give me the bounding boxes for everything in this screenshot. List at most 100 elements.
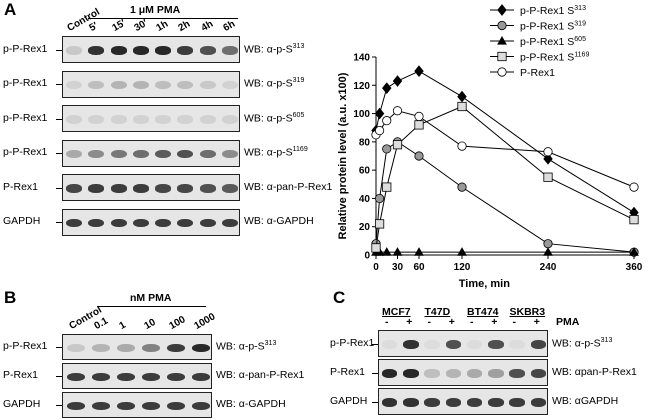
pma-sign-1: + — [406, 316, 413, 328]
y-axis-title: Relative protein level (a.u. x100) — [337, 72, 349, 239]
wb-label-c-0-superscript: 313 — [600, 336, 613, 344]
wb-label-b-1: WB: α-pan-P-Rex1 — [216, 369, 305, 381]
series-4-point-7 — [629, 182, 639, 192]
series-3-point-3 — [392, 140, 403, 150]
row-tick-a-0 — [56, 49, 62, 51]
band-a-5-7 — [221, 218, 238, 228]
band-a-2-3 — [132, 115, 149, 124]
lane-label-b-4: 100 — [167, 314, 187, 332]
band-c-0-3 — [445, 340, 462, 349]
row-tick-a-5 — [56, 222, 62, 223]
x-tick-label-0: 0 — [373, 262, 379, 273]
band-a-0-7 — [221, 46, 238, 55]
series-1-point-6 — [543, 239, 553, 249]
band-a-5-4 — [155, 218, 172, 228]
series-2-point-5 — [457, 247, 467, 256]
band-b-1-2 — [116, 372, 135, 382]
lane-label-a-7: 6h — [221, 18, 237, 34]
row-label-c-2: GAPDH — [330, 394, 368, 407]
legend-label-2: p-P-Rex1 S605 — [520, 36, 586, 48]
row-tick-c-2 — [372, 401, 378, 403]
series-0-point-3 — [392, 75, 403, 87]
blot-a-0 — [62, 36, 240, 63]
series-2-point-6 — [543, 247, 553, 256]
wb-label-c-1: WB: αpan-P-Rex1 — [552, 365, 637, 378]
band-a-1-2 — [110, 80, 127, 90]
pma-sign-3: + — [448, 316, 455, 328]
blot-a-5 — [62, 208, 240, 236]
band-c-2-2 — [424, 398, 440, 407]
band-b-0-5 — [191, 343, 210, 353]
band-a-0-4 — [155, 46, 172, 55]
panel-a-letter: A — [4, 0, 17, 19]
series-2-point-3 — [392, 247, 403, 256]
band-c-2-4 — [466, 398, 483, 407]
row-label-a-1: p-P-Rex1 — [3, 77, 48, 89]
wb-label-b-0-superscript: 313 — [264, 340, 277, 347]
row-tick-b-1 — [56, 376, 62, 377]
series-1-point-1 — [374, 193, 385, 204]
band-b-0-4 — [166, 343, 185, 353]
band-c-1-2 — [424, 369, 440, 378]
band-a-1-0 — [66, 80, 83, 90]
x-tick-label-5: 360 — [626, 262, 643, 273]
y-tick-label-4: 80 — [359, 137, 371, 148]
panel-c-letter: C — [333, 288, 346, 307]
series-3-point-1 — [374, 219, 385, 229]
series-2-point-4 — [414, 247, 424, 256]
legend-label-3-name: p-P-Rex1 S — [520, 52, 574, 64]
band-a-4-3 — [132, 184, 149, 193]
series-0-point-2 — [382, 82, 392, 94]
band-b-0-1 — [91, 343, 110, 353]
wb-label-a-5: WB: α-GAPDH — [244, 215, 314, 227]
y-tick-label-7: 140 — [353, 53, 370, 64]
legend-marker-2 — [497, 35, 507, 45]
blot-a-2 — [62, 105, 240, 132]
band-a-3-0 — [66, 149, 83, 159]
pma-label: PMA — [556, 316, 580, 328]
row-tick-c-1 — [372, 372, 378, 374]
blot-a-3 — [62, 139, 240, 167]
row-label-c-1: P-Rex1 — [330, 365, 366, 378]
band-c-0-6 — [509, 340, 525, 349]
series-0-point-4 — [414, 65, 424, 77]
row-tick-a-3 — [56, 153, 62, 154]
band-b-2-3 — [141, 401, 160, 411]
pma-sign-6: - — [512, 316, 517, 328]
row-tick-a-1 — [56, 84, 62, 85]
band-b-2-5 — [191, 401, 210, 411]
cell-line-label-2: BT474 — [467, 306, 499, 318]
wb-label-b-2: WB: α-GAPDH — [216, 398, 286, 410]
series-3-point-5 — [457, 101, 467, 112]
band-b-1-4 — [166, 372, 185, 382]
blot-b-0 — [62, 334, 212, 360]
band-a-0-1 — [88, 46, 105, 55]
band-c-0-2 — [424, 340, 440, 349]
lane-label-a-6: 4h — [199, 18, 215, 34]
band-a-3-1 — [88, 149, 105, 159]
x-tick-label-4: 240 — [540, 262, 557, 273]
band-a-4-2 — [110, 184, 127, 193]
series-0-point-5 — [457, 90, 467, 103]
series-3-point-2 — [382, 182, 392, 192]
wb-label-a-2: WB: α-p-S605 — [244, 111, 305, 125]
band-a-2-6 — [199, 115, 216, 124]
row-label-b-1: P-Rex1 — [3, 369, 39, 381]
legend-label-0-name: p-P-Rex1 S — [520, 5, 574, 17]
band-a-2-0 — [66, 115, 83, 124]
series-3-point-6 — [543, 172, 553, 182]
series-line-3 — [375, 105, 635, 249]
row-tick-b-0 — [56, 347, 62, 348]
y-tick-label-0: 0 — [364, 251, 370, 262]
wb-label-a-3: WB: α-p-S1169 — [244, 146, 308, 159]
band-b-2-4 — [166, 401, 185, 411]
row-tick-a-4 — [56, 187, 62, 189]
panel-a-treatment-bar — [88, 18, 238, 19]
pma-sign-2: - — [427, 316, 432, 328]
lane-label-b-5: 1000 — [192, 311, 217, 332]
band-a-2-1 — [88, 115, 105, 124]
blot-a-4 — [62, 174, 240, 201]
band-a-4-0 — [66, 184, 83, 193]
band-a-2-5 — [177, 115, 194, 124]
y-tick-label-2: 40 — [359, 194, 371, 205]
